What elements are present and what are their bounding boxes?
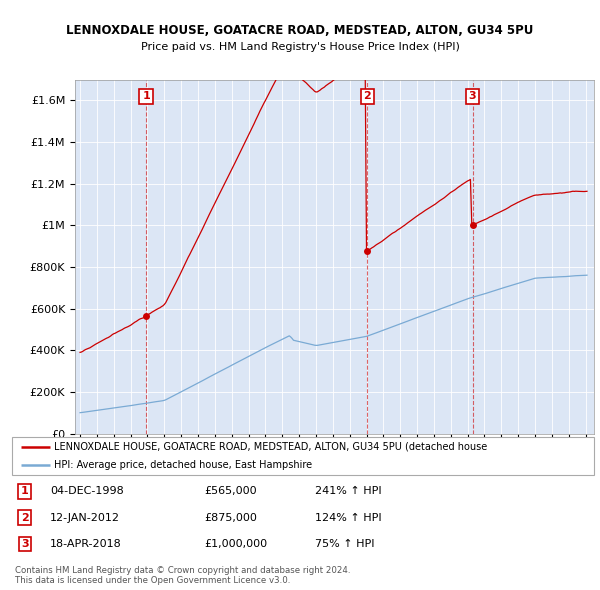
Text: 12-JAN-2012: 12-JAN-2012: [50, 513, 120, 523]
Text: 2: 2: [21, 513, 29, 523]
Text: £565,000: £565,000: [204, 486, 257, 496]
Text: Contains HM Land Registry data © Crown copyright and database right 2024.
This d: Contains HM Land Registry data © Crown c…: [15, 566, 350, 585]
Text: 124% ↑ HPI: 124% ↑ HPI: [314, 513, 381, 523]
Text: £875,000: £875,000: [204, 513, 257, 523]
Text: Price paid vs. HM Land Registry's House Price Index (HPI): Price paid vs. HM Land Registry's House …: [140, 42, 460, 52]
Text: 2: 2: [364, 91, 371, 101]
Text: 18-APR-2018: 18-APR-2018: [50, 539, 122, 549]
Text: 04-DEC-1998: 04-DEC-1998: [50, 486, 124, 496]
Text: LENNOXDALE HOUSE, GOATACRE ROAD, MEDSTEAD, ALTON, GU34 5PU: LENNOXDALE HOUSE, GOATACRE ROAD, MEDSTEA…: [67, 24, 533, 37]
Text: 1: 1: [21, 486, 29, 496]
Text: £1,000,000: £1,000,000: [204, 539, 267, 549]
Text: LENNOXDALE HOUSE, GOATACRE ROAD, MEDSTEAD, ALTON, GU34 5PU (detached house: LENNOXDALE HOUSE, GOATACRE ROAD, MEDSTEA…: [54, 442, 487, 452]
Text: HPI: Average price, detached house, East Hampshire: HPI: Average price, detached house, East…: [54, 460, 312, 470]
Text: 3: 3: [21, 539, 29, 549]
Text: 75% ↑ HPI: 75% ↑ HPI: [314, 539, 374, 549]
Text: 1: 1: [142, 91, 150, 101]
Text: 241% ↑ HPI: 241% ↑ HPI: [314, 486, 381, 496]
Text: 3: 3: [469, 91, 476, 101]
